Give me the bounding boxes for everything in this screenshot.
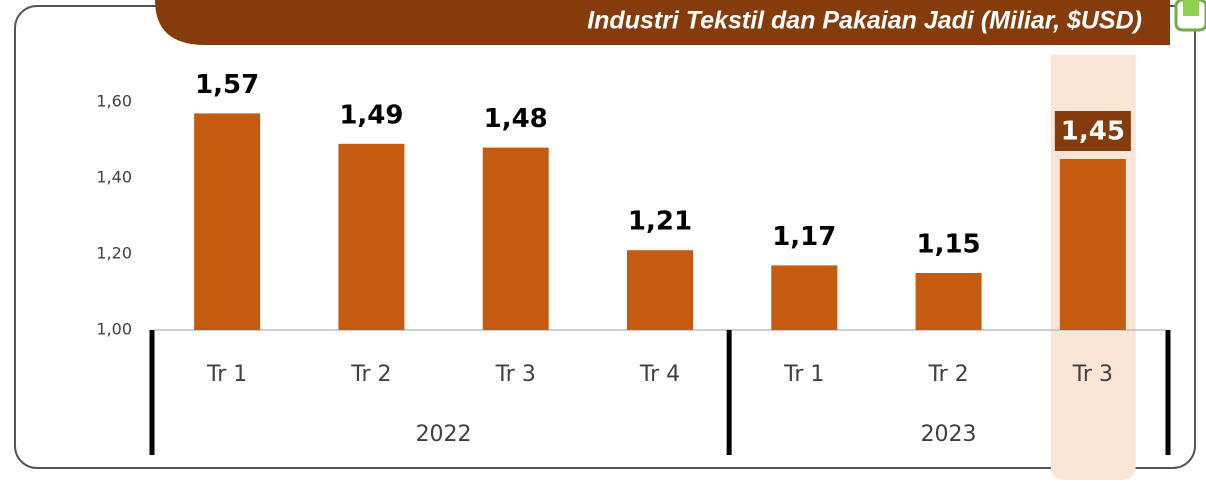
value-label: 1,57	[195, 70, 259, 100]
y-tick-label: 1,60	[96, 92, 132, 111]
bar	[771, 265, 838, 330]
frame	[14, 5, 1196, 469]
value-label: 1,17	[772, 222, 836, 252]
value-label: 1,15	[916, 230, 980, 260]
y-tick-label: 1,00	[96, 320, 132, 339]
value-label-box	[1054, 111, 1131, 151]
group-label: 2022	[416, 422, 472, 447]
x-tick-label: Tr 3	[495, 362, 536, 387]
bar	[482, 147, 549, 330]
bar	[627, 250, 693, 330]
group-label: 2023	[921, 422, 977, 447]
chart-title: Industri Tekstil dan Pakaian Jadi (Milia…	[587, 7, 1142, 35]
x-tick-label: Tr 2	[927, 362, 968, 387]
x-tick-label: Tr 1	[206, 362, 247, 387]
y-tick-label: 1,40	[96, 168, 132, 187]
x-tick-label: Tr 2	[350, 362, 391, 387]
bar	[338, 143, 405, 330]
value-label: 1,49	[339, 100, 403, 130]
value-label: 1,21	[628, 207, 692, 237]
logo-inner	[1183, 0, 1199, 16]
x-tick-label: Tr 4	[639, 362, 680, 387]
value-label: 1,48	[484, 104, 548, 134]
bar	[1059, 159, 1126, 330]
x-tick-label: Tr 1	[783, 362, 824, 387]
title-banner	[155, 0, 1170, 45]
value-label: 1,45	[1061, 117, 1125, 147]
x-tick-label: Tr 3	[1072, 362, 1113, 387]
bar	[194, 113, 261, 331]
bar	[915, 273, 982, 330]
y-tick-label: 1,20	[96, 244, 132, 263]
